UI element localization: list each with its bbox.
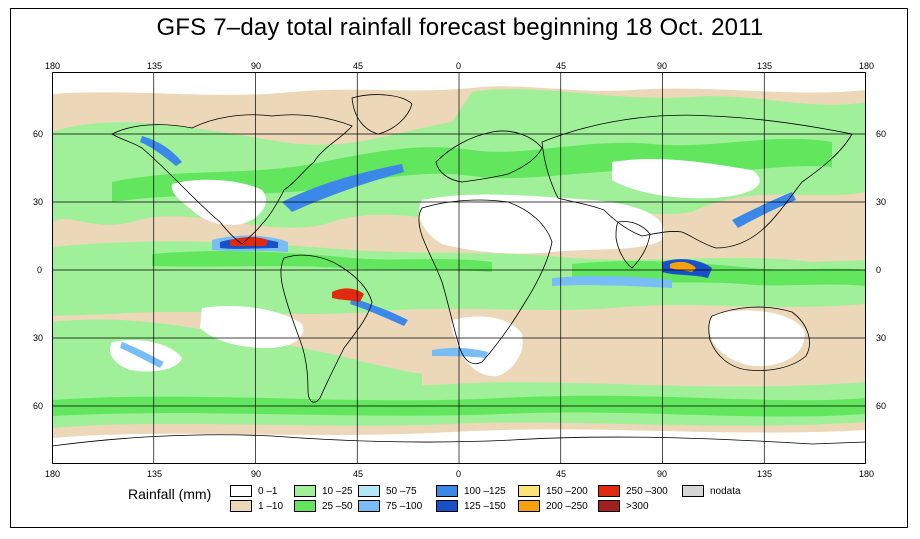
legend-label: 75 –100 — [386, 501, 423, 512]
heavy-south-atlantic-convergence — [350, 298, 408, 326]
rainfall-map — [52, 72, 866, 464]
legend-swatch — [518, 500, 540, 512]
legend-label: 25 –50 — [322, 501, 353, 512]
lon-label-bottom-4: 0 — [456, 469, 462, 479]
lat-label-right-3: 30 — [876, 333, 887, 343]
legend-label: nodata — [710, 486, 741, 497]
lat-label-right-0: 60 — [876, 129, 887, 139]
coastlines — [52, 94, 866, 447]
coast-australia — [708, 306, 810, 371]
lat-label-left-3: 30 — [33, 333, 44, 343]
legend-label: 100 –125 — [464, 486, 506, 497]
coast-north-america — [111, 114, 353, 245]
coast-europe — [435, 130, 543, 183]
rain-band-south-pacific — [52, 319, 422, 402]
lon-label-bottom-5: 45 — [556, 469, 567, 479]
legend-swatch — [230, 485, 252, 497]
dry-central-asia — [612, 159, 760, 199]
legend-swatch — [436, 500, 458, 512]
rain-heavy-spots — [120, 136, 796, 368]
dry-western-us — [171, 179, 266, 226]
lat-label-left-4: 60 — [33, 401, 44, 411]
legend-swatch — [294, 500, 316, 512]
lon-label-top-3: 45 — [353, 61, 364, 71]
legend-swatch — [598, 500, 620, 512]
lat-label-right-1: 30 — [876, 197, 887, 207]
heavy-gulf-alaska — [140, 136, 182, 166]
legend-label: 1 –10 — [258, 501, 284, 512]
dry-east-pacific — [200, 305, 304, 348]
graticule — [52, 72, 866, 464]
legend-swatch — [358, 485, 380, 497]
lon-label-bottom-8: 180 — [859, 469, 875, 479]
map-border — [52, 72, 866, 464]
lat-label-left-2: 0 — [37, 265, 43, 275]
lon-label-top-7: 135 — [757, 61, 773, 71]
legend-swatch — [358, 500, 380, 512]
legend-label: 200 –250 — [546, 501, 588, 512]
heavy-south-pacific — [120, 342, 164, 368]
heavy-southern-indian — [432, 347, 488, 358]
lon-label-bottom-7: 135 — [757, 469, 773, 479]
coast-antarctica — [52, 434, 866, 447]
legend-label: >300 — [626, 501, 649, 512]
lon-label-bottom-2: 90 — [251, 469, 262, 479]
lat-label-right-4: 60 — [876, 401, 887, 411]
lon-label-top-6: 90 — [657, 61, 668, 71]
legend-label: 125 –150 — [464, 501, 506, 512]
legend-label: 10 –25 — [322, 486, 353, 497]
legend-swatch — [682, 485, 704, 497]
legend-swatch — [598, 485, 620, 497]
lon-label-top-2: 90 — [251, 61, 262, 71]
lon-label-bottom-6: 90 — [657, 469, 668, 479]
heavy-north-atlantic — [282, 164, 404, 212]
legend-swatch — [436, 485, 458, 497]
dry-australia — [709, 310, 805, 367]
extreme-maritime-continent — [670, 261, 696, 272]
lat-label-left-1: 30 — [33, 197, 44, 207]
map-title: GFS 7–day total rainfall forecast beginn… — [156, 14, 764, 41]
lat-label-right-2: 0 — [876, 265, 882, 275]
rain-band-itcz-heavy — [152, 251, 492, 272]
coast-india — [615, 221, 651, 269]
lon-label-bottom-1: 135 — [147, 469, 163, 479]
lon-label-top-8: 180 — [859, 61, 875, 71]
rain-band-storm-track-north — [112, 138, 832, 202]
lon-label-top-4: 0 — [456, 61, 462, 71]
legend-swatch — [230, 500, 252, 512]
lon-label-top-0: 180 — [45, 61, 61, 71]
legend-label: 150 –200 — [546, 486, 588, 497]
extreme-east-pacific — [230, 237, 268, 246]
lon-label-bottom-0: 180 — [45, 469, 61, 479]
coast-greenland — [351, 94, 413, 135]
legend-label: 50 –75 — [386, 486, 417, 497]
legend-label: 250 –300 — [626, 486, 668, 497]
coast-south-america — [280, 254, 373, 403]
heavy-indian-ocean — [552, 275, 672, 288]
lon-label-bottom-3: 45 — [353, 469, 364, 479]
coast-asia — [541, 114, 853, 249]
lat-label-left-0: 60 — [33, 129, 44, 139]
legend-swatch — [518, 485, 540, 497]
legend-title: Rainfall (mm) — [128, 486, 212, 502]
heavy-south-america — [332, 288, 364, 302]
coast-africa — [418, 199, 553, 365]
lon-label-top-1: 135 — [147, 61, 163, 71]
lon-label-top-5: 45 — [556, 61, 567, 71]
legend-swatch — [294, 485, 316, 497]
legend-label: 0 –1 — [258, 486, 278, 497]
dry-southern-africa — [451, 316, 523, 377]
